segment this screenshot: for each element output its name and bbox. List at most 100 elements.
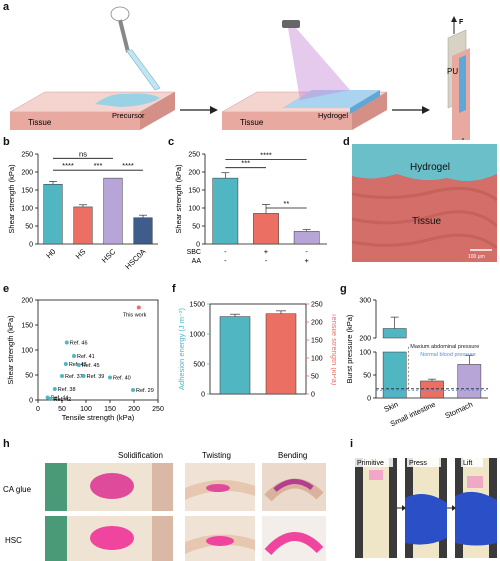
y-tick-label-right: 100 bbox=[311, 356, 323, 363]
photo-primitive bbox=[355, 458, 397, 558]
panel-i-photos: Primitive Press Lift bbox=[355, 458, 497, 558]
y-tick-label: 50 bbox=[192, 224, 200, 231]
y-axis-label-right: Tensile strength (kPa) bbox=[330, 313, 336, 386]
panel-c-label: c bbox=[168, 136, 175, 148]
point-label: Ref. 38 bbox=[58, 387, 76, 393]
point-label: Ref. 39 bbox=[87, 374, 105, 380]
sem-hydrogel-label: Hydrogel bbox=[410, 162, 450, 173]
panel-a-label: a bbox=[3, 1, 10, 13]
y-tick-label: 100 bbox=[188, 206, 200, 213]
bar-2 bbox=[253, 213, 279, 245]
precursor-blob bbox=[95, 93, 160, 107]
x-tick-label: HSC0A bbox=[123, 247, 147, 271]
row-value: - bbox=[305, 247, 308, 256]
col-press: Press bbox=[409, 460, 427, 467]
y-tick-label-right: 150 bbox=[311, 338, 323, 345]
x-tick-label: 150 bbox=[104, 406, 116, 413]
point-label: Ref. 37 bbox=[65, 374, 83, 380]
point-label: This work bbox=[123, 313, 147, 319]
panel-a-schematic: Tissue Precursor Tissue Hydrogel PU F F bbox=[9, 6, 470, 140]
x-tick-label: H0 bbox=[44, 247, 57, 260]
point-label: Ref. 46 bbox=[70, 341, 88, 347]
chart-b: 0 50 100 150 200 250 Shear strength (kPa) H0 HS H… bbox=[7, 149, 158, 271]
y-tick-label-right: 200 bbox=[311, 320, 323, 327]
y-tick-label: 0 bbox=[196, 242, 200, 249]
pu-label: PU bbox=[447, 67, 458, 76]
bar-Adhesion energy bbox=[219, 316, 251, 395]
panel-f-label: f bbox=[172, 283, 176, 295]
bar-HSC bbox=[103, 177, 123, 245]
col-twisting: Twisting bbox=[202, 451, 231, 460]
y-tick-label-left: 1000 bbox=[189, 332, 205, 339]
photo-press bbox=[405, 458, 447, 558]
photo-hsc-bending bbox=[262, 516, 326, 561]
row-label-AA: AA bbox=[192, 258, 202, 265]
scatter-point bbox=[63, 362, 68, 366]
y-tick-label: 200 bbox=[21, 298, 33, 305]
bar-Small intestine bbox=[420, 380, 444, 399]
scatter-point bbox=[48, 397, 53, 401]
y-tick-label: 0 bbox=[367, 396, 371, 403]
panel-b-label: b bbox=[3, 136, 10, 148]
bar-H0 bbox=[43, 183, 63, 245]
y-tick-label-left: 500 bbox=[193, 362, 205, 369]
x-tick-label: 50 bbox=[58, 406, 66, 413]
plot-frame bbox=[209, 303, 307, 395]
y-tick-label: 250 bbox=[21, 152, 33, 159]
significance-label: **** bbox=[260, 150, 272, 159]
y-tick-label: 150 bbox=[188, 188, 200, 195]
point-label: Ref. 40 bbox=[113, 376, 131, 382]
panel-g-label: g bbox=[340, 283, 347, 295]
y-axis-label: Shear strength (kPa) bbox=[174, 164, 183, 234]
row-value: - bbox=[265, 256, 268, 265]
y-tick-label: 0 bbox=[29, 242, 33, 249]
significance-label: **** bbox=[122, 161, 134, 170]
scatter-point bbox=[131, 388, 136, 392]
y-tick-label: 50 bbox=[25, 224, 33, 231]
y-tick-label: 100 bbox=[21, 206, 33, 213]
point-label: Ref. 42 bbox=[53, 397, 71, 403]
photo-hsc-twisting bbox=[185, 516, 255, 561]
y-tick-label-right: 0 bbox=[311, 392, 315, 399]
lamp-icon bbox=[282, 20, 350, 100]
bar-Tensile strength bbox=[265, 313, 297, 395]
y-tick-label: 200 bbox=[188, 170, 200, 177]
y-tick-label-right: 250 bbox=[311, 302, 323, 309]
col-bending: Bending bbox=[278, 451, 307, 460]
photo-lift bbox=[455, 458, 497, 558]
significance-label: **** bbox=[62, 161, 74, 170]
point-label: Ref. 45 bbox=[82, 363, 100, 369]
row-label-SBC: SBC bbox=[187, 249, 201, 256]
y-tick-label: 300 bbox=[359, 298, 371, 305]
row-hsc: HSC bbox=[5, 536, 22, 545]
photo-ca-solidification bbox=[45, 463, 173, 511]
panel-h-photos: Solidification Twisting Bending CA glue … bbox=[3, 451, 326, 561]
col-lift: Lift bbox=[463, 460, 472, 467]
panel-h-label: h bbox=[3, 438, 10, 450]
y-axis-label-left: Adhesion energy (J m⁻²) bbox=[177, 308, 186, 390]
x-tick-label: 0 bbox=[36, 406, 40, 413]
scatter-point bbox=[76, 363, 81, 367]
y-tick-label-right: 50 bbox=[311, 374, 319, 381]
y-tick-label: 100 bbox=[359, 350, 371, 357]
x-tick-label: 250 bbox=[152, 406, 164, 413]
bar-Skin bbox=[382, 351, 407, 399]
y-axis-label: Shear strength (kPa) bbox=[6, 315, 15, 385]
photo-ca-bending bbox=[262, 463, 326, 511]
significance-label: ** bbox=[283, 199, 289, 208]
precursor-label: Precursor bbox=[112, 111, 145, 120]
y-tick-label: 100 bbox=[21, 348, 33, 355]
bar-HS bbox=[73, 206, 93, 245]
y-tick-label-left: 0 bbox=[201, 392, 205, 399]
scatter-point bbox=[136, 305, 141, 310]
row-value: - bbox=[224, 256, 227, 265]
y-axis-label: Shear strength (kPa) bbox=[7, 164, 16, 234]
y-tick-label: 200 bbox=[359, 336, 371, 343]
hydrogel-label: Hydrogel bbox=[318, 111, 348, 120]
y-tick-label: 250 bbox=[188, 152, 200, 159]
row-ca-glue: CA glue bbox=[3, 485, 32, 494]
x-tick-label: Stomach bbox=[444, 400, 475, 421]
